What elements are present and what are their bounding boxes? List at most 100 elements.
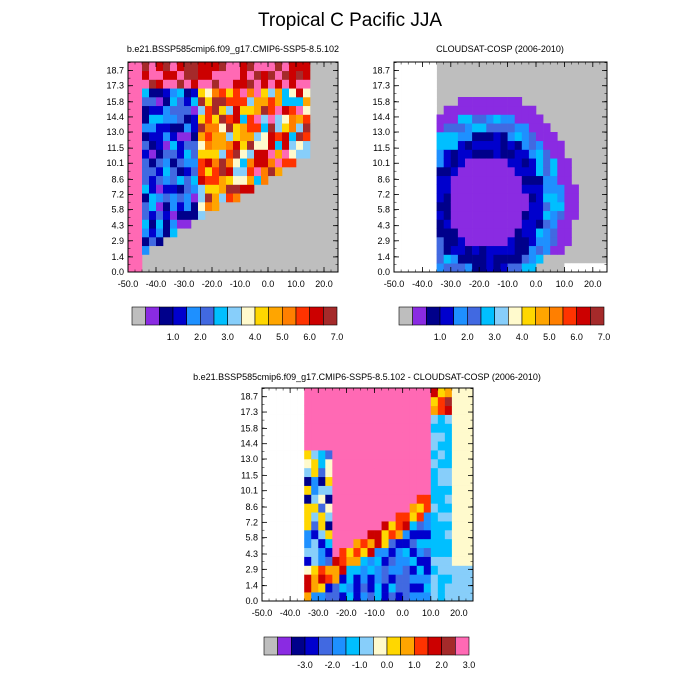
heatmap-cell	[409, 512, 418, 522]
heatmap-cell	[297, 583, 305, 593]
colorbar-box	[590, 306, 605, 326]
heatmap-cell	[156, 167, 164, 177]
heatmap-cell	[374, 538, 382, 549]
heatmap-cell	[429, 184, 437, 194]
heatmap-cell	[465, 210, 473, 220]
heatmap-cell	[191, 140, 199, 150]
heatmap-cell	[311, 565, 319, 575]
heatmap-cell	[374, 521, 382, 531]
heatmap-cell	[395, 538, 403, 549]
heatmap-cell	[353, 521, 361, 531]
heatmap-cell	[247, 79, 255, 89]
heatmap-cell	[262, 467, 270, 478]
heatmap-cell	[254, 105, 262, 115]
heatmap-cell	[436, 114, 444, 124]
heatmap-cell	[458, 556, 467, 566]
heatmap-cell	[528, 228, 537, 238]
heatmap-cell	[339, 476, 347, 486]
heatmap-cell	[465, 547, 474, 557]
heatmap-cell	[212, 140, 220, 150]
heatmap-cell	[135, 254, 143, 264]
heatmap-cell	[318, 459, 326, 469]
heatmap-cell	[303, 132, 311, 142]
heatmap-cell	[444, 405, 453, 415]
heatmap-cell	[311, 538, 319, 549]
heatmap-cell	[388, 521, 396, 531]
heatmap-cell	[409, 441, 418, 451]
heatmap-cell	[360, 396, 368, 407]
heatmap-cell	[198, 62, 206, 72]
heatmap-cell	[339, 547, 347, 557]
heatmap-cell	[360, 459, 368, 469]
heatmap-cell	[283, 432, 291, 442]
heatmap-cell	[486, 149, 494, 159]
heatmap-cell	[282, 140, 290, 150]
heatmap-cell	[408, 158, 416, 168]
heatmap-cell	[521, 237, 530, 247]
heatmap-cell	[311, 583, 319, 593]
heatmap-cell	[536, 140, 544, 150]
heatmap-cell	[303, 79, 311, 89]
heatmap-cell	[304, 485, 312, 495]
heatmap-cell	[395, 574, 403, 584]
heatmap-cell	[290, 423, 298, 433]
heatmap-cell	[142, 123, 150, 133]
heatmap-cell	[394, 228, 402, 238]
heatmap-cell	[423, 521, 432, 531]
heatmap-cell	[353, 459, 361, 469]
heatmap-cell	[247, 140, 255, 150]
heatmap-cell	[135, 114, 143, 124]
heatmap-cell	[443, 202, 452, 212]
heatmap-cell	[528, 237, 537, 247]
heatmap-cell	[493, 202, 501, 212]
heatmap-cell	[423, 441, 432, 451]
heatmap-cell	[409, 530, 418, 540]
heatmap-cell	[401, 105, 409, 115]
heatmap-cell	[254, 132, 262, 142]
heatmap-cell	[430, 574, 439, 584]
heatmap-cell	[402, 494, 410, 504]
heatmap-cell	[353, 583, 361, 593]
heatmap-cell	[507, 228, 515, 238]
heatmap-cell	[163, 70, 171, 80]
heatmap-cell	[381, 423, 389, 433]
heatmap-cell	[135, 123, 143, 133]
heatmap-cell	[436, 228, 444, 238]
heatmap-cell	[422, 158, 430, 168]
heatmap-cell	[353, 547, 361, 557]
heatmap-cell	[415, 237, 423, 247]
heatmap-cell	[177, 62, 185, 72]
heatmap-cell	[198, 210, 206, 220]
heatmap-cell	[514, 105, 523, 115]
heatmap-cell	[415, 167, 423, 177]
heatmap-cell	[304, 583, 312, 593]
heatmap-cell	[507, 245, 515, 255]
heatmap-cell	[360, 476, 368, 486]
colorbar-label: 6.0	[570, 332, 583, 342]
heatmap-cell	[381, 432, 389, 442]
heatmap-cell	[395, 432, 403, 442]
heatmap-cell	[423, 494, 432, 504]
heatmap-cell	[367, 556, 375, 566]
heatmap-cell	[296, 132, 304, 142]
heatmap-cell	[408, 79, 416, 89]
heatmap-cell	[268, 132, 276, 142]
heatmap-cell	[212, 79, 220, 89]
heatmap-cell	[409, 574, 418, 584]
heatmap-cell	[177, 79, 185, 89]
colorbar-box	[131, 306, 146, 326]
heatmap-cell	[191, 149, 199, 159]
heatmap-cell	[436, 175, 444, 185]
heatmap-cell	[339, 556, 347, 566]
heatmap-cell	[423, 467, 432, 478]
heatmap-cell	[408, 202, 416, 212]
heatmap-cell	[394, 123, 402, 133]
colorbar-box	[535, 306, 550, 326]
heatmap-cell	[444, 530, 453, 540]
heatmap-cell	[408, 62, 416, 72]
heatmap-cell	[163, 132, 171, 142]
heatmap-cell	[408, 167, 416, 177]
heatmap-cell	[429, 193, 437, 203]
heatmap-cell	[457, 202, 466, 212]
y-tick-label: 14.4	[240, 439, 258, 449]
